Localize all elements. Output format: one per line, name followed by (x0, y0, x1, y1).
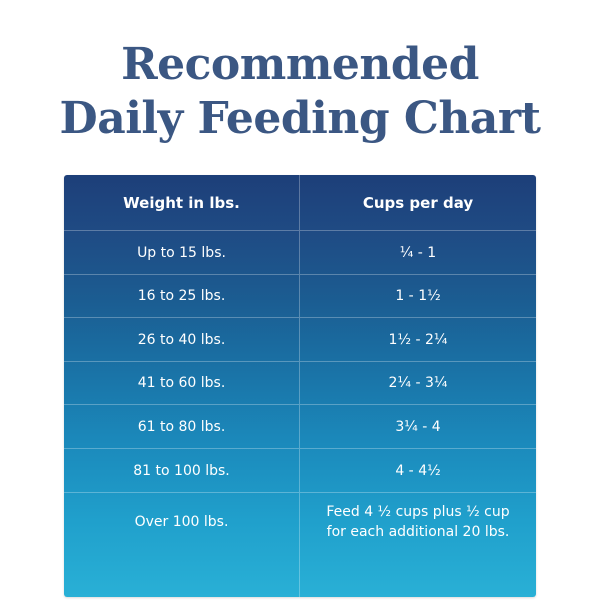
cups-cell: 3¼ - 4 (395, 418, 441, 435)
weight-cell: 81 to 100 lbs. (64, 449, 300, 492)
weight-cell: 26 to 40 lbs. (64, 318, 300, 361)
page-title: Recommended Daily Feeding Chart (0, 38, 600, 146)
weight-cell: Up to 15 lbs. (64, 231, 300, 274)
cups-cell: 2¼ - 3¼ (388, 375, 448, 391)
cups-cell: 4 - 4½ (395, 462, 441, 479)
table-row: Up to 15 lbs. ¼ - 1 (64, 231, 536, 275)
cups-cell: 1 - 1½ (395, 288, 441, 304)
weight-cell: 16 to 25 lbs. (64, 275, 300, 317)
table-header-row: Weight in lbs. Cups per day (64, 175, 536, 231)
table-row: 16 to 25 lbs. 1 - 1½ (64, 275, 536, 318)
feeding-table: Weight in lbs. Cups per day Up to 15 lbs… (64, 175, 536, 597)
table-row: 81 to 100 lbs. 4 - 4½ (64, 449, 536, 493)
title-line-2: Daily Feeding Chart (59, 93, 541, 144)
weight-cell: 41 to 60 lbs. (64, 362, 300, 404)
table-row: 26 to 40 lbs. 1½ - 2¼ (64, 318, 536, 362)
cups-cell: Feed 4 ½ cups plus ½ cup for each additi… (326, 504, 510, 540)
table-row: Over 100 lbs. Feed 4 ½ cups plus ½ cup f… (64, 493, 536, 597)
cups-cell: ¼ - 1 (399, 244, 437, 261)
cups-cell: 1½ - 2¼ (388, 331, 448, 348)
weight-cell: 61 to 80 lbs. (64, 405, 300, 448)
weight-cell: Over 100 lbs. (64, 493, 300, 597)
header-cups: Cups per day (362, 193, 474, 212)
table-row: 61 to 80 lbs. 3¼ - 4 (64, 405, 536, 449)
table-row: 41 to 60 lbs. 2¼ - 3¼ (64, 362, 536, 405)
title-line-1: Recommended (121, 39, 479, 90)
header-weight: Weight in lbs. (64, 175, 300, 230)
